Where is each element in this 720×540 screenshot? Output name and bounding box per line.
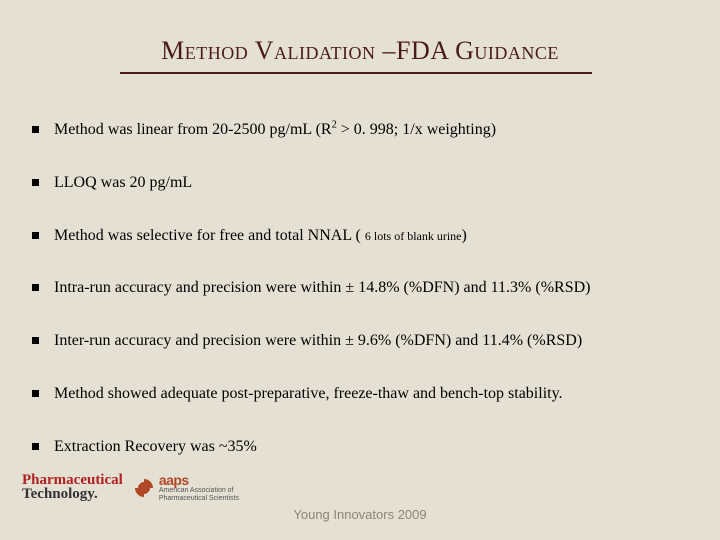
aaps-sub2: Pharmaceutical Scientists: [159, 495, 239, 502]
bullet-square-icon: [32, 337, 39, 344]
logo-pt-line2: Technology.: [22, 488, 123, 502]
bullet-text: LLOQ was 20 pg/mL: [54, 174, 192, 191]
bullet-square-icon: [32, 179, 39, 186]
bullet-text: Method was linear from 20-2500 pg/mL (R2…: [54, 121, 496, 138]
footer-text: Young Innovators 2009: [0, 507, 720, 522]
list-item: LLOQ was 20 pg/mL: [32, 173, 688, 194]
bullet-text: Method was selective for free and total …: [54, 227, 467, 244]
bullet-square-icon: [32, 232, 39, 239]
list-item: Intra-run accuracy and precision were wi…: [32, 278, 688, 299]
bullet-square-icon: [32, 284, 39, 291]
list-item: Method showed adequate post-preparative,…: [32, 384, 688, 405]
bullet-list: Method was linear from 20-2500 pg/mL (R2…: [32, 120, 688, 490]
list-item: Method was selective for free and total …: [32, 226, 688, 247]
list-item: Method was linear from 20-2500 pg/mL (R2…: [32, 120, 688, 141]
aaps-word: aaps: [159, 473, 239, 487]
bullet-text: Intra-run accuracy and precision were wi…: [54, 279, 590, 296]
bullet-square-icon: [32, 443, 39, 450]
logo-area: Pharmaceutical Technology. aaps American…: [22, 473, 239, 502]
aaps-mark-icon: [135, 479, 153, 497]
bullet-text: Inter-run accuracy and precision were wi…: [54, 332, 582, 349]
bullet-text: Method showed adequate post-preparative,…: [54, 385, 563, 402]
list-item: Extraction Recovery was ~35%: [32, 437, 688, 458]
title-underline: [120, 72, 592, 74]
list-item: Inter-run accuracy and precision were wi…: [32, 331, 688, 352]
logo-pharmaceutical-technology: Pharmaceutical Technology.: [22, 474, 123, 501]
slide-title: Method Validation –FDA Guidance: [0, 36, 720, 66]
bullet-text: Extraction Recovery was ~35%: [54, 438, 257, 455]
logo-aaps: aaps American Association of Pharmaceuti…: [135, 473, 239, 502]
bullet-square-icon: [32, 390, 39, 397]
bullet-square-icon: [32, 126, 39, 133]
aaps-text: aaps American Association of Pharmaceuti…: [159, 473, 239, 502]
aaps-sub1: American Association of: [159, 487, 239, 494]
